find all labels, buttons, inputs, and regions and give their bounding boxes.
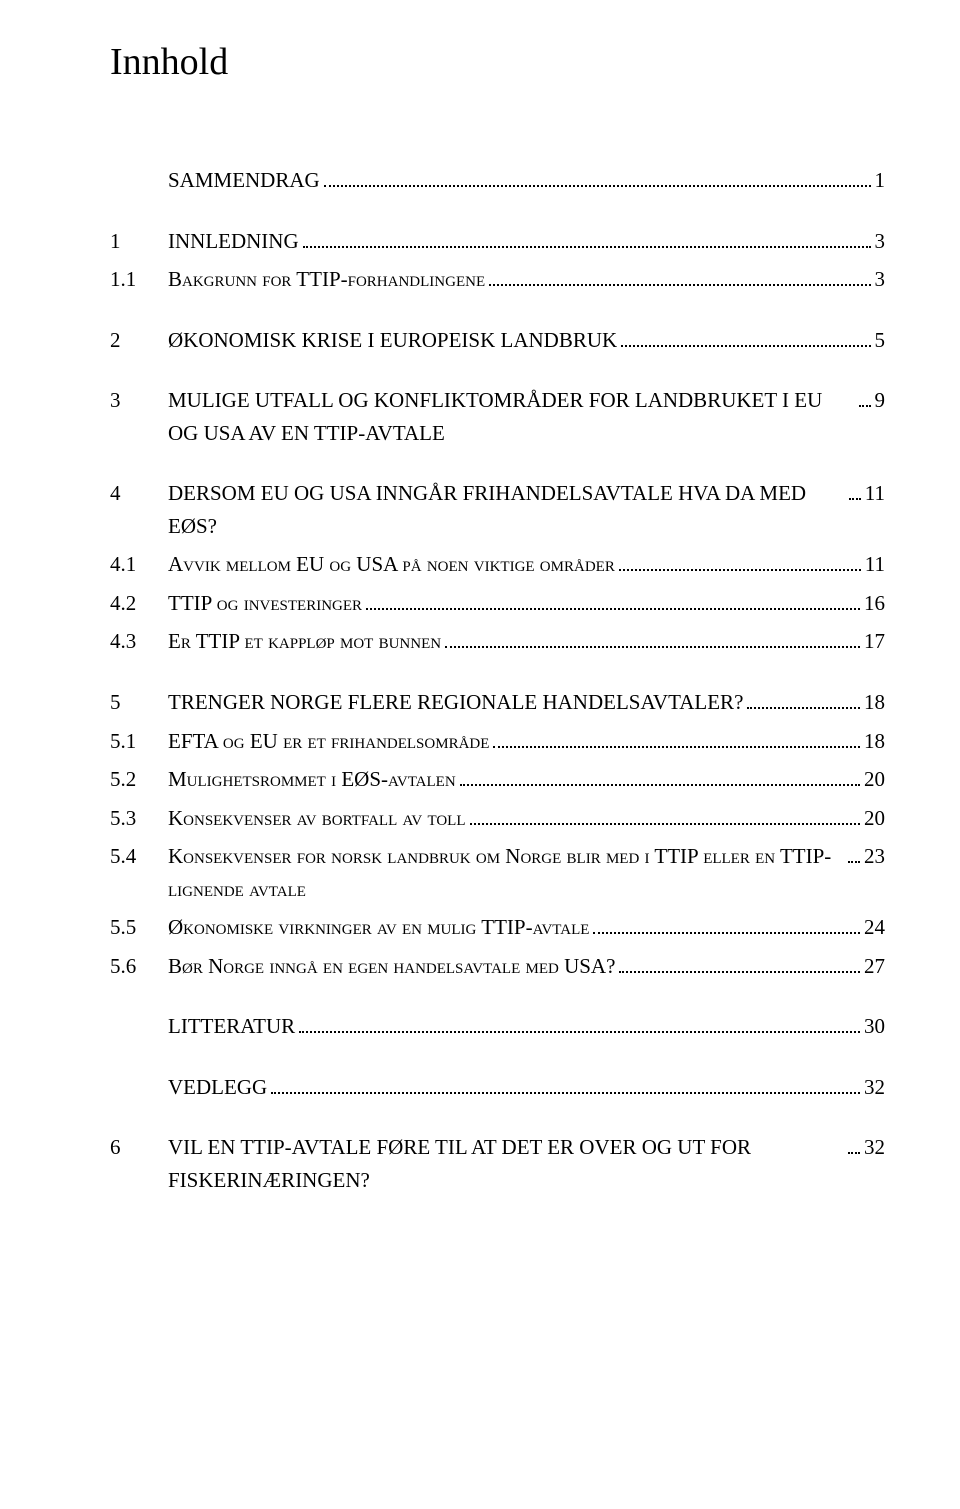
toc-leader-dots — [303, 231, 871, 248]
toc-number: 1 — [110, 225, 168, 258]
toc-page-number: 5 — [875, 324, 886, 357]
toc-leader-dots — [470, 808, 860, 825]
toc-text: Konsekvenser for norsk landbruk om Norge… — [168, 840, 844, 905]
toc-leader-dots — [271, 1077, 860, 1094]
toc-number: 2 — [110, 324, 168, 357]
toc-page-number: 32 — [864, 1131, 885, 1164]
toc-entry: 4.1Avvik mellom EU og USA på noen viktig… — [110, 548, 885, 581]
toc-text: Bakgrunn for TTIP-forhandlingene — [168, 263, 485, 296]
toc-page-number: 11 — [865, 477, 885, 510]
toc-text: Bør Norge inngå en egen handelsavtale me… — [168, 950, 615, 983]
toc-page-number: 1 — [875, 164, 886, 197]
toc-number: 5.1 — [110, 725, 168, 758]
toc-number: 4.3 — [110, 625, 168, 658]
toc-number: 4.2 — [110, 587, 168, 620]
toc-text: Avvik mellom EU og USA på noen viktige o… — [168, 548, 615, 581]
toc-entry: 3MULIGE UTFALL OG KONFLIKTOMRÅDER FOR LA… — [110, 384, 885, 449]
toc-entry: 4.3Er TTIP et kappløp mot bunnen 17 — [110, 625, 885, 658]
toc-text: Økonomiske virkninger av en mulig TTIP-a… — [168, 911, 589, 944]
toc-leader-dots — [460, 769, 860, 786]
toc-leader-dots — [848, 846, 860, 863]
toc-text: VEDLEGG — [168, 1071, 267, 1104]
toc-leader-dots — [859, 390, 871, 407]
toc-leader-dots — [849, 483, 861, 500]
toc-entry: 5.3Konsekvenser av bortfall av toll 20 — [110, 802, 885, 835]
toc-leader-dots — [848, 1138, 860, 1155]
toc-number: 5.6 — [110, 950, 168, 983]
toc-number: 5.4 — [110, 840, 168, 873]
toc-leader-dots — [366, 593, 860, 610]
toc-entry: 5.6Bør Norge inngå en egen handelsavtale… — [110, 950, 885, 983]
toc-leader-dots — [489, 269, 870, 286]
toc-text: Konsekvenser av bortfall av toll — [168, 802, 466, 835]
toc-entry: 6VIL EN TTIP-AVTALE FØRE TIL AT DET ER O… — [110, 1131, 885, 1196]
toc-number: 5.2 — [110, 763, 168, 796]
toc-text: INNLEDNING — [168, 225, 299, 258]
toc-entry: VEDLEGG 32 — [110, 1071, 885, 1104]
toc-entry: SAMMENDRAG 1 — [110, 164, 885, 197]
toc-page-number: 30 — [864, 1010, 885, 1043]
toc-entry: 5.2Mulighetsrommet i EØS-avtalen 20 — [110, 763, 885, 796]
toc-entry: 1INNLEDNING 3 — [110, 225, 885, 258]
toc-entry: 2ØKONOMISK KRISE I EUROPEISK LANDBRUK 5 — [110, 324, 885, 357]
toc-leader-dots — [493, 731, 860, 748]
toc-leader-dots — [619, 956, 860, 973]
toc-number: 6 — [110, 1131, 168, 1164]
toc-leader-dots — [593, 918, 860, 935]
toc-page-number: 3 — [875, 263, 886, 296]
page-title: Innhold — [110, 40, 885, 84]
toc-number: 3 — [110, 384, 168, 417]
toc-text: ØKONOMISK KRISE I EUROPEISK LANDBRUK — [168, 324, 617, 357]
toc-page-number: 18 — [864, 725, 885, 758]
toc-text: LITTERATUR — [168, 1010, 295, 1043]
toc-text: Er TTIP et kappløp mot bunnen — [168, 625, 441, 658]
toc-page-number: 17 — [864, 625, 885, 658]
toc-entry: 4DERSOM EU OG USA INNGÅR FRIHANDELSAVTAL… — [110, 477, 885, 542]
toc-page-number: 24 — [864, 911, 885, 944]
toc-number: 4 — [110, 477, 168, 510]
toc-page-number: 3 — [875, 225, 886, 258]
toc-entry: 5TRENGER NORGE FLERE REGIONALE HANDELSAV… — [110, 686, 885, 719]
toc-page-number: 20 — [864, 763, 885, 796]
toc-page-number: 32 — [864, 1071, 885, 1104]
toc-leader-dots — [324, 170, 871, 187]
toc-page-number: 18 — [864, 686, 885, 719]
toc-text: EFTA og EU er et frihandelsområde — [168, 725, 489, 758]
toc-text: MULIGE UTFALL OG KONFLIKTOMRÅDER FOR LAN… — [168, 384, 855, 449]
toc-leader-dots — [621, 330, 870, 347]
toc-page-number: 20 — [864, 802, 885, 835]
toc-page-number: 23 — [864, 840, 885, 873]
toc-entry: 1.1Bakgrunn for TTIP-forhandlingene 3 — [110, 263, 885, 296]
toc-entry: 4.2TTIP og investeringer 16 — [110, 587, 885, 620]
toc-entry: 5.5Økonomiske virkninger av en mulig TTI… — [110, 911, 885, 944]
toc-leader-dots — [747, 692, 860, 709]
toc-text: Mulighetsrommet i EØS-avtalen — [168, 763, 456, 796]
toc-page-number: 11 — [865, 548, 885, 581]
toc-page-number: 16 — [864, 587, 885, 620]
toc-text: TRENGER NORGE FLERE REGIONALE HANDELSAVT… — [168, 686, 743, 719]
toc-leader-dots — [619, 555, 861, 572]
toc-number: 5.3 — [110, 802, 168, 835]
toc-text: DERSOM EU OG USA INNGÅR FRIHANDELSAVTALE… — [168, 477, 845, 542]
toc-entry: 5.4Konsekvenser for norsk landbruk om No… — [110, 840, 885, 905]
toc-text: SAMMENDRAG — [168, 164, 320, 197]
toc-leader-dots — [445, 632, 860, 649]
toc-text: VIL EN TTIP-AVTALE FØRE TIL AT DET ER OV… — [168, 1131, 844, 1196]
toc-entry: LITTERATUR 30 — [110, 1010, 885, 1043]
toc-text: TTIP og investeringer — [168, 587, 362, 620]
toc-number: 5.5 — [110, 911, 168, 944]
toc-page-number: 9 — [875, 384, 886, 417]
toc-number: 5 — [110, 686, 168, 719]
toc-entry: 5.1EFTA og EU er et frihandelsområde 18 — [110, 725, 885, 758]
toc-leader-dots — [299, 1017, 860, 1034]
toc-number: 4.1 — [110, 548, 168, 581]
toc-page-number: 27 — [864, 950, 885, 983]
toc-number: 1.1 — [110, 263, 168, 296]
table-of-contents: SAMMENDRAG11INNLEDNING31.1Bakgrunn for T… — [110, 164, 885, 1197]
